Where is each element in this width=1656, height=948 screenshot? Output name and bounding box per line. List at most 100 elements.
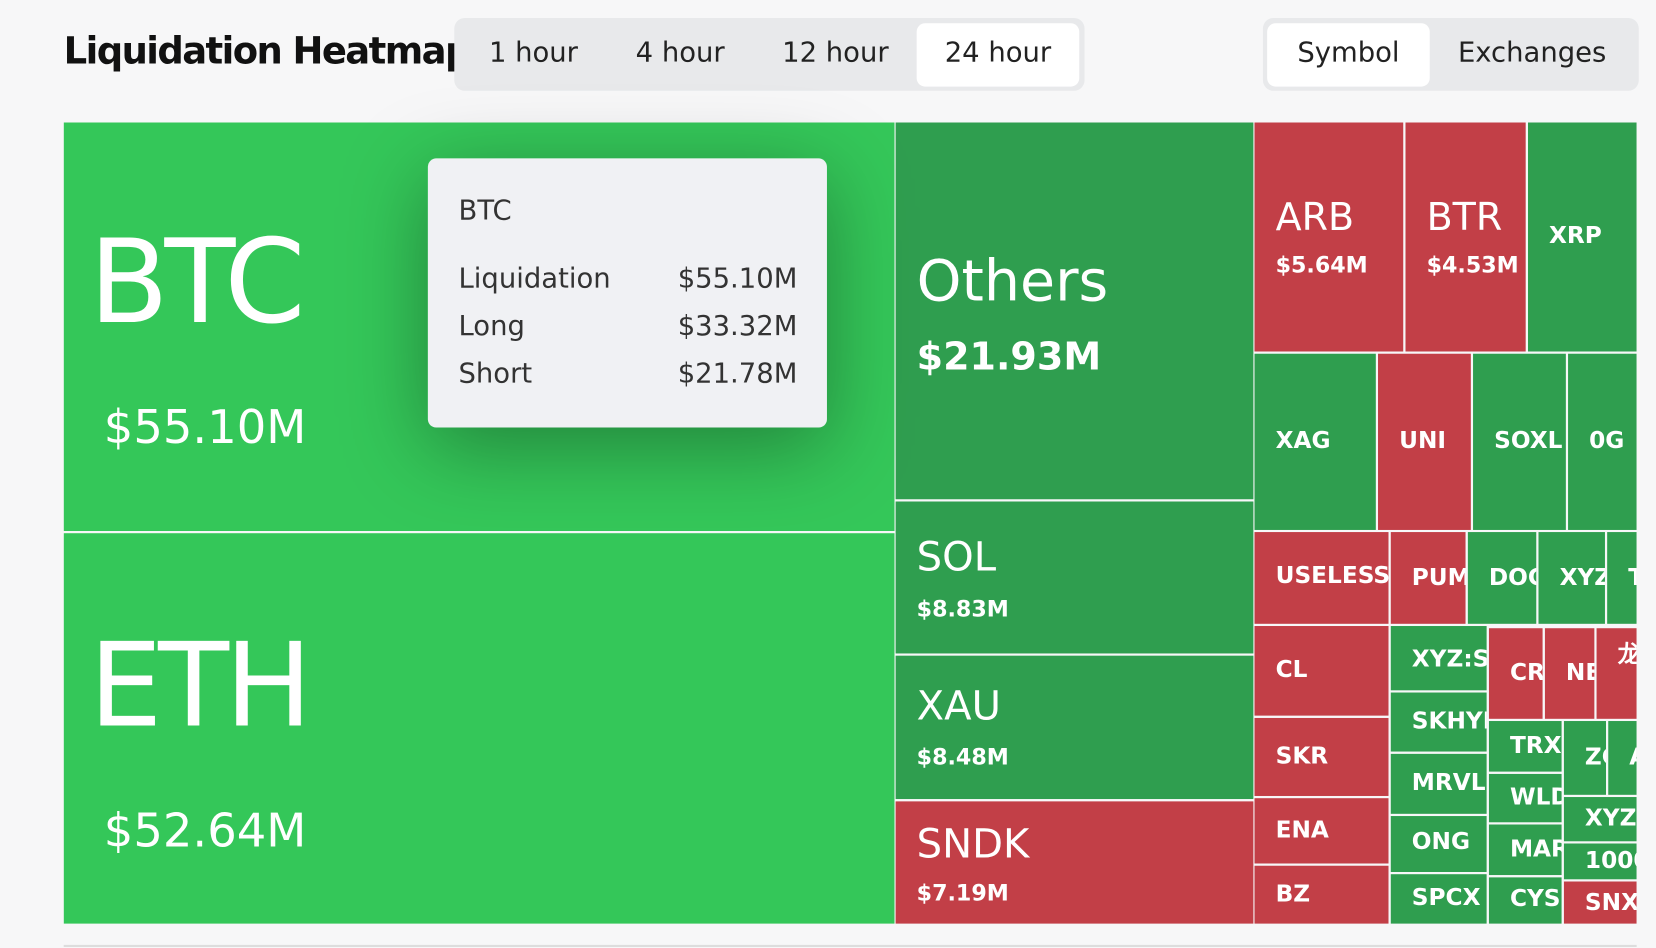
tile-rect <box>63 533 895 924</box>
tab-label: 12 hour <box>782 37 889 68</box>
tile[interactable]: ETH $52.64M <box>63 533 895 924</box>
tile-value: $55.10M <box>104 400 307 454</box>
tile[interactable]: XYZ:SI <box>1390 626 1498 691</box>
tile-rect <box>1390 816 1487 872</box>
tile[interactable]: SNDK $7.19M <box>895 801 1254 924</box>
tile[interactable]: ENA <box>1254 798 1389 864</box>
tile-label: XRP <box>1549 222 1602 249</box>
tile-value: $7.19M <box>917 881 1009 907</box>
tile-label: BZ <box>1276 881 1311 908</box>
tile-rect <box>1563 881 1637 924</box>
tile-label: MRVL <box>1412 769 1486 796</box>
time-tab[interactable]: 4 hour <box>636 37 726 68</box>
tile-rect <box>1390 692 1487 752</box>
tile-label: DOG <box>1489 564 1547 591</box>
tile-label: ETH <box>89 618 308 753</box>
tile[interactable]: ZC <box>1563 721 1619 795</box>
tile-label: USELESS <box>1276 562 1391 589</box>
tile-rect <box>1488 824 1562 876</box>
tab-label: 24 hour <box>945 37 1052 68</box>
tile-rect <box>1563 721 1607 795</box>
tile-rect <box>1563 797 1637 842</box>
tile[interactable]: MAR <box>1488 824 1569 876</box>
tile[interactable]: XYZ: <box>1538 532 1620 624</box>
view-tab[interactable]: Exchanges <box>1458 37 1606 68</box>
tile-rect <box>1607 532 1637 624</box>
tile[interactable]: T <box>1607 532 1644 624</box>
tooltip-key: Long <box>459 311 525 342</box>
tile[interactable]: SPCX <box>1390 874 1487 924</box>
tile-label: CL <box>1276 656 1308 683</box>
tile[interactable]: 0G <box>1568 353 1637 530</box>
tab-highlight <box>1267 23 1430 87</box>
tile[interactable]: 1000 <box>1563 843 1650 880</box>
tile[interactable]: MRVL <box>1390 753 1487 814</box>
tile[interactable]: DOG <box>1467 532 1547 624</box>
tile-rect <box>1254 717 1389 796</box>
tile-rect <box>1527 122 1637 352</box>
tab-label: 4 hour <box>636 37 726 68</box>
tile[interactable]: XRP <box>1527 122 1637 352</box>
tile-rect <box>1488 773 1562 823</box>
tile[interactable]: CYS <box>1488 877 1562 924</box>
tile-label: TRX <box>1510 732 1562 759</box>
tab-highlight <box>916 23 1080 87</box>
time-tab[interactable]: 1 hour <box>489 37 579 68</box>
time-tab[interactable]: 24 hour <box>916 23 1080 87</box>
time-tab[interactable]: 12 hour <box>782 37 889 68</box>
tab-label: 1 hour <box>489 37 579 68</box>
tile[interactable]: PUMP <box>1390 532 1488 624</box>
tile-rect <box>1254 798 1389 864</box>
tile[interactable]: USELESS <box>1254 532 1390 624</box>
tile[interactable]: SOL $8.83M <box>895 501 1254 654</box>
tile[interactable]: SOXL <box>1473 353 1566 530</box>
tile-label: XAU <box>917 683 1001 729</box>
tile-rect <box>895 122 1254 500</box>
tile-value: $8.83M <box>917 597 1009 623</box>
tile[interactable]: XYZ: <box>1563 797 1646 842</box>
tile[interactable]: ONG <box>1390 816 1487 872</box>
tile[interactable]: SKR <box>1254 717 1389 796</box>
tile-label: XYZ: <box>1585 805 1646 832</box>
tile[interactable]: WLD <box>1488 773 1570 823</box>
tile[interactable]: Others $21.93M <box>895 122 1254 500</box>
tile[interactable]: NE <box>1544 628 1601 719</box>
tile[interactable]: 龙虾 <box>1596 628 1656 719</box>
tile-rect <box>1563 843 1637 880</box>
tile-label: XAG <box>1276 427 1331 454</box>
tile-rect <box>1390 626 1487 691</box>
view-tab[interactable]: Symbol <box>1267 23 1430 87</box>
tile[interactable]: TRX <box>1488 721 1562 772</box>
tile[interactable]: CRV <box>1488 628 1563 719</box>
tile-label: SOXL <box>1494 427 1563 454</box>
tile[interactable]: XAG <box>1254 353 1376 530</box>
tile[interactable]: SKHYN <box>1390 692 1503 752</box>
tile-rect <box>1488 628 1543 719</box>
tile-label: SKR <box>1276 742 1329 769</box>
tile-rect <box>1405 122 1526 352</box>
tooltip-box <box>427 158 827 428</box>
tile-label: T <box>1628 564 1644 591</box>
tile-rect <box>1254 353 1376 530</box>
tab-label: Symbol <box>1297 37 1399 68</box>
tooltip-value: $21.78M <box>678 358 798 389</box>
tile-value: $8.48M <box>917 744 1009 770</box>
tile[interactable]: A <box>1608 721 1647 795</box>
tile-label: XYZ: <box>1560 564 1621 591</box>
tile-rect <box>1254 865 1389 924</box>
tile[interactable]: CL <box>1254 626 1389 716</box>
tile-label: CRV <box>1510 659 1563 686</box>
tile[interactable]: XAU $8.48M <box>895 655 1254 800</box>
tile[interactable]: SNX <box>1563 881 1639 924</box>
tile-rect <box>1568 353 1637 530</box>
tile-rect <box>1538 532 1605 624</box>
tile[interactable]: BZ <box>1254 865 1389 924</box>
tile-rect <box>895 801 1254 924</box>
tile[interactable]: BTR $4.53M <box>1405 122 1526 352</box>
tile[interactable]: ARB $5.64M <box>1254 122 1404 352</box>
tile-label: MAR <box>1510 835 1569 862</box>
title: Liquidation Heatmap <box>64 29 470 72</box>
tile[interactable]: UNI <box>1378 353 1471 530</box>
tooltip-value: $55.10M <box>678 263 798 294</box>
tile-label: Others <box>917 249 1109 315</box>
